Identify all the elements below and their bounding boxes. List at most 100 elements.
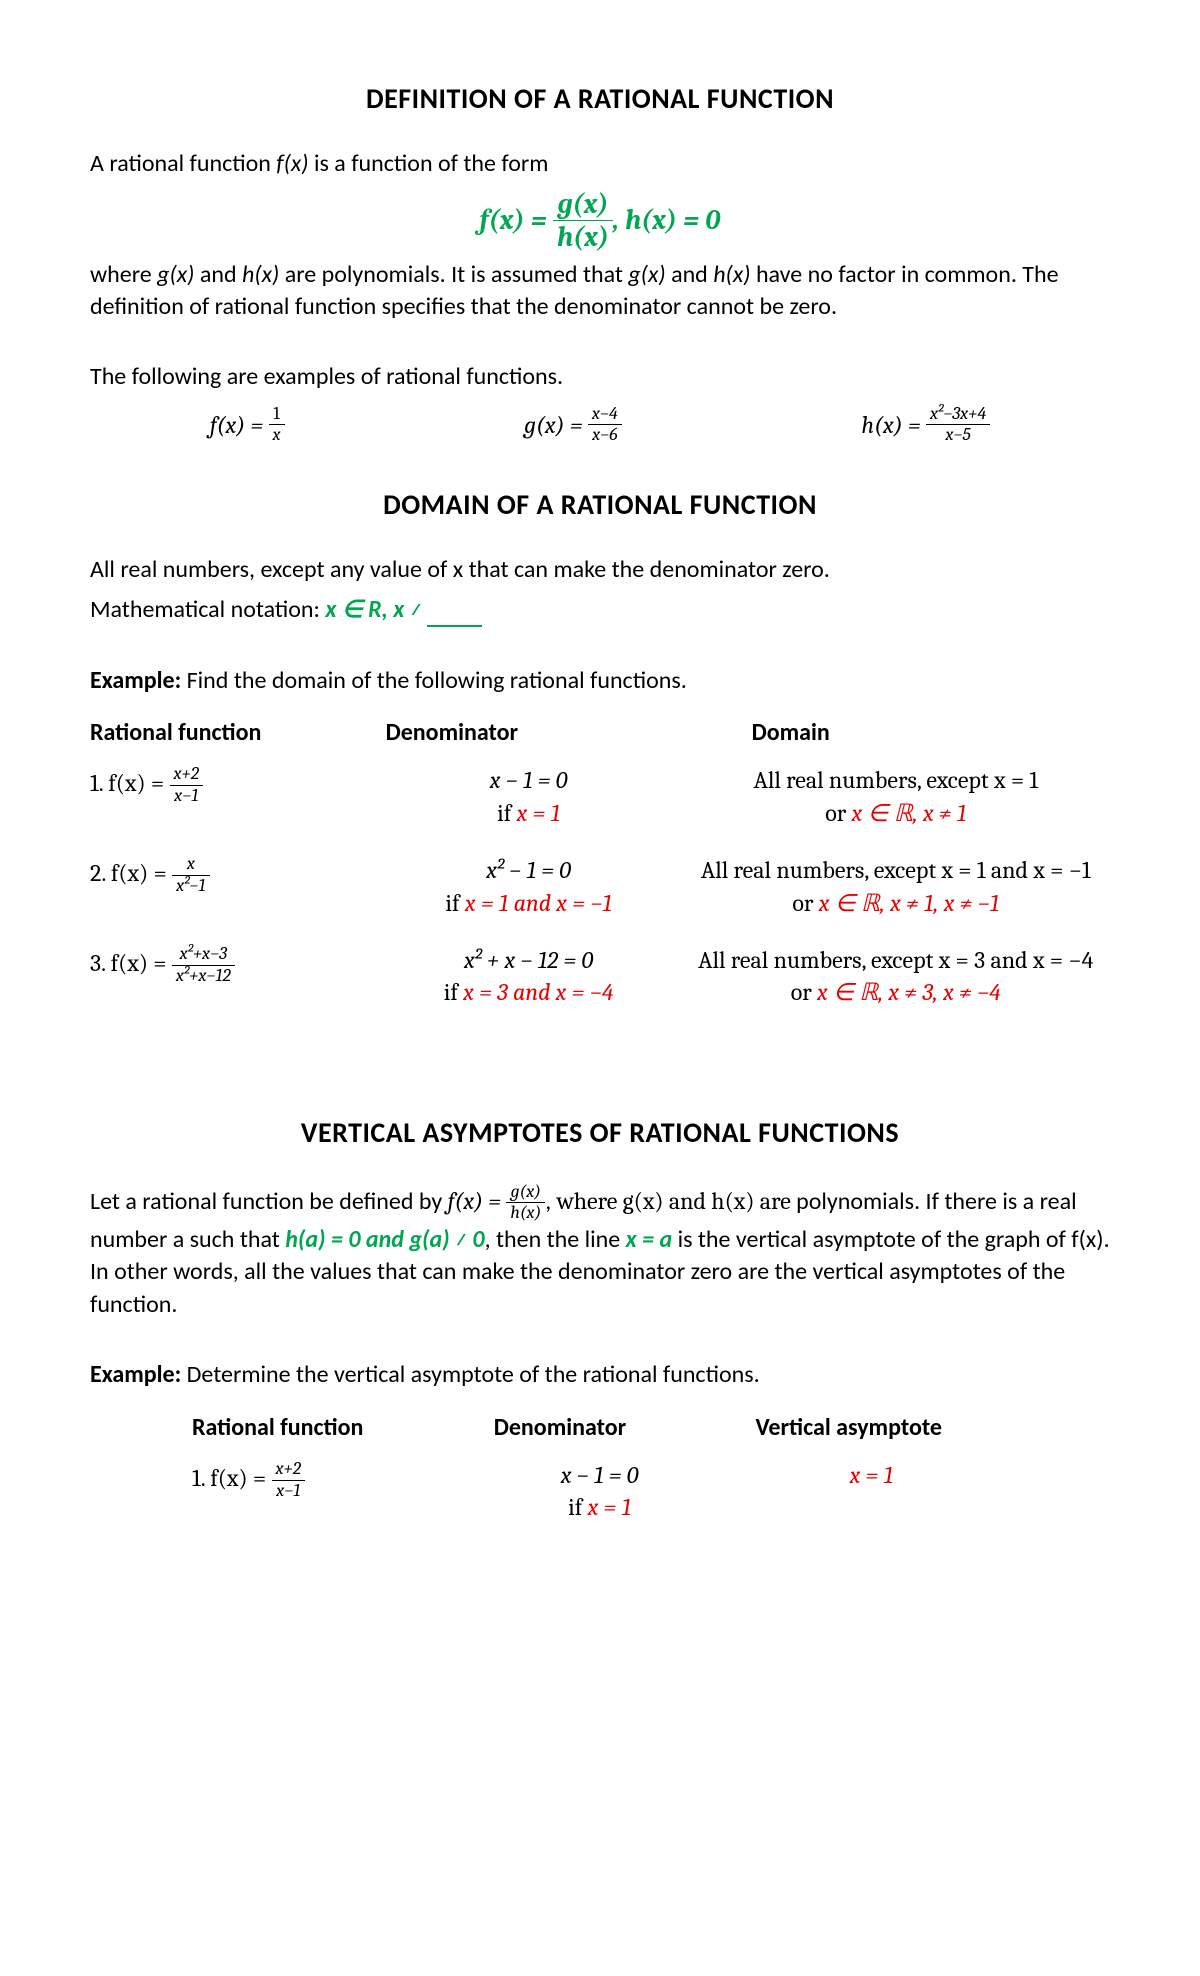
row3-dom: All real numbers, except x = 3 and x = −… — [682, 944, 1110, 1009]
row3-frac: x²+x−3x²+x−12 — [172, 944, 235, 986]
row1-dom: All real numbers, except x = 1 or x ∈ ℝ,… — [682, 764, 1110, 829]
row1-den: x−1 — [170, 786, 203, 807]
row1-dom-r: x ∈ ℝ, x ≠ 1 — [852, 799, 967, 827]
row1-denom-l1: x − 1 = 0 — [376, 764, 682, 796]
formula-num: g(x) — [553, 188, 613, 221]
p1-num: g(x) — [506, 1182, 545, 1204]
ex3-num: x²−3x+4 — [926, 404, 990, 426]
row3-dom-r: x ∈ ℝ, x ≠ 3, x ≠ −4 — [817, 978, 1001, 1006]
row1-dom-l2: or x ∈ ℝ, x ≠ 1 — [682, 797, 1110, 829]
row2-dom-l2: or x ∈ ℝ, x ≠ 1, x ≠ −1 — [682, 887, 1110, 919]
row3-cond: x = 3 and x = −4 — [463, 978, 613, 1006]
va-h1: Rational function — [192, 1412, 464, 1444]
va-den: x−1 — [272, 1481, 305, 1502]
row3-lbl: 3. f(x) = — [90, 949, 172, 977]
p2-xa: x = a — [626, 1225, 673, 1254]
row2-if: if — [445, 889, 464, 917]
ex2-frac: x−4 x−6 — [588, 404, 622, 446]
row2-frac: xx²−1 — [172, 854, 209, 896]
va-denom: x − 1 = 0 if x = 1 — [464, 1459, 736, 1524]
example-text: Find the domain of the following rationa… — [181, 666, 687, 695]
example-fn-3: h(x) = x²−3x+4 x−5 — [861, 404, 990, 446]
section3-example: Example: Determine the vertical asymptot… — [90, 1359, 1110, 1391]
section1-intro: A rational function f(x) is a function o… — [90, 148, 1110, 180]
ex1-lhs: f(x) = — [210, 409, 263, 441]
para-gx1: g(x) — [157, 260, 194, 289]
para-gx2: g(x) — [628, 260, 665, 289]
row2-dom-r: x ∈ ℝ, x ≠ 1, x ≠ −1 — [819, 889, 999, 917]
row3-dom-l1: All real numbers, except x = 3 and x = −… — [682, 944, 1110, 976]
section1-title: DEFINITION OF A RATIONAL FUNCTION — [90, 80, 1110, 118]
formula-lhs: f(x) = — [480, 202, 547, 240]
row3-num: x²+x−3 — [172, 944, 235, 966]
row3-dom-l2: or x ∈ ℝ, x ≠ 3, x ≠ −4 — [682, 976, 1110, 1008]
examples-row: f(x) = 1 x g(x) = x−4 x−6 h(x) = x²−3x+4… — [90, 404, 1110, 446]
va-fn: 1. f(x) = x+2x−1 — [192, 1459, 464, 1501]
para-and1: and — [194, 260, 242, 289]
domain-table: Rational function Denominator Domain 1. … — [90, 717, 1110, 1009]
ex3-frac: x²−3x+4 x−5 — [926, 404, 990, 446]
section3-p1: Let a rational function be defined by f(… — [90, 1182, 1110, 1322]
va-h2: Denominator — [464, 1412, 736, 1444]
va-header: Rational function Denominator Vertical a… — [192, 1412, 1008, 1444]
row1-cond: x = 1 — [517, 799, 560, 827]
row2-dom: All real numbers, except x = 1 and x = −… — [682, 854, 1110, 919]
blank-line — [427, 625, 482, 627]
p2-pre: Mathematical notation: — [90, 595, 325, 624]
va-table: Rational function Denominator Vertical a… — [192, 1412, 1008, 1524]
row3-if: if — [444, 978, 463, 1006]
section1-formula: f(x) = g(x) h(x) , h(x) = 0 — [90, 188, 1110, 253]
row2-lbl: 2. f(x) = — [90, 859, 172, 887]
ex3-lhs: h(x) = — [861, 409, 920, 441]
p1-comma: , — [545, 1187, 556, 1216]
row3-denom: x² + x − 12 = 0 if x = 3 and x = −4 — [376, 944, 682, 1009]
row1-if: if — [497, 799, 516, 827]
ex2-den: x−6 — [588, 425, 622, 446]
row1-denom: x − 1 = 0 if x = 1 — [376, 764, 682, 829]
intro-post: is a function of the form — [309, 149, 549, 178]
p2-notation: x ∈ R, x ≠ — [325, 595, 427, 624]
row1-num: x+2 — [170, 764, 203, 786]
ex2-lhs: g(x) = — [524, 409, 582, 441]
row1-or: or — [825, 799, 851, 827]
va-num: x+2 — [272, 1459, 305, 1481]
row3-den: x²+x−12 — [172, 966, 235, 987]
row3-denom-l2: if x = 3 and x = −4 — [376, 976, 682, 1008]
va-denom-l2: if x = 1 — [464, 1491, 736, 1523]
row3-or: or — [791, 978, 817, 1006]
p1-den: h(x) — [506, 1203, 545, 1224]
section2-example: Example: Find the domain of the followin… — [90, 665, 1110, 697]
para-and2: and — [666, 260, 714, 289]
ex1-num: 1 — [269, 404, 285, 426]
va-if: if — [568, 1493, 587, 1521]
row2-cond: x = 1 and x = −1 — [465, 889, 612, 917]
example-fn-2: g(x) = x−4 x−6 — [524, 404, 622, 446]
example3-label: Example: — [90, 1360, 181, 1389]
va-frac: x+2x−1 — [272, 1459, 305, 1501]
row2-denom-l2: if x = 1 and x = −1 — [376, 887, 682, 919]
formula-den: h(x) — [553, 221, 613, 253]
va-result: x = 1 — [735, 1459, 1007, 1491]
ex3-den: x−5 — [926, 425, 990, 446]
row3-fn: 3. f(x) = x²+x−3x²+x−12 — [90, 944, 376, 986]
p1-frac: g(x)h(x) — [506, 1182, 545, 1224]
row1-denom-l2: if x = 1 — [376, 797, 682, 829]
intro-fx: f(x) — [276, 149, 308, 178]
para-mid1: are polynomials. It is assumed that — [279, 260, 628, 289]
va-cond: x = 1 — [588, 1493, 631, 1521]
section1-para: where g(x) and h(x) are polynomials. It … — [90, 259, 1110, 324]
p2-cond: h(a) = 0 and g(a) ≠ 0 — [285, 1225, 484, 1254]
example-fn-1: f(x) = 1 x — [210, 404, 285, 446]
row2-dom-l1: All real numbers, except x = 1 and x = −… — [682, 854, 1110, 886]
header-domain: Domain — [682, 717, 1110, 749]
intro-pre: A rational function — [90, 149, 276, 178]
row2-den: x²−1 — [172, 876, 209, 897]
section2-p2: Mathematical notation: x ∈ R, x ≠ — [90, 594, 1110, 626]
table-row: 1. f(x) = x+2x−1 x − 1 = 0 if x = 1 All … — [90, 764, 1110, 829]
row2-fn: 2. f(x) = xx²−1 — [90, 854, 376, 896]
va-row: 1. f(x) = x+2x−1 x − 1 = 0 if x = 1 x = … — [192, 1459, 1008, 1524]
p1-a: Let a rational function be defined by — [90, 1187, 448, 1216]
table-row: 3. f(x) = x²+x−3x²+x−12 x² + x − 12 = 0 … — [90, 944, 1110, 1009]
para-hx2: h(x) — [713, 260, 750, 289]
ex2-num: x−4 — [588, 404, 622, 426]
